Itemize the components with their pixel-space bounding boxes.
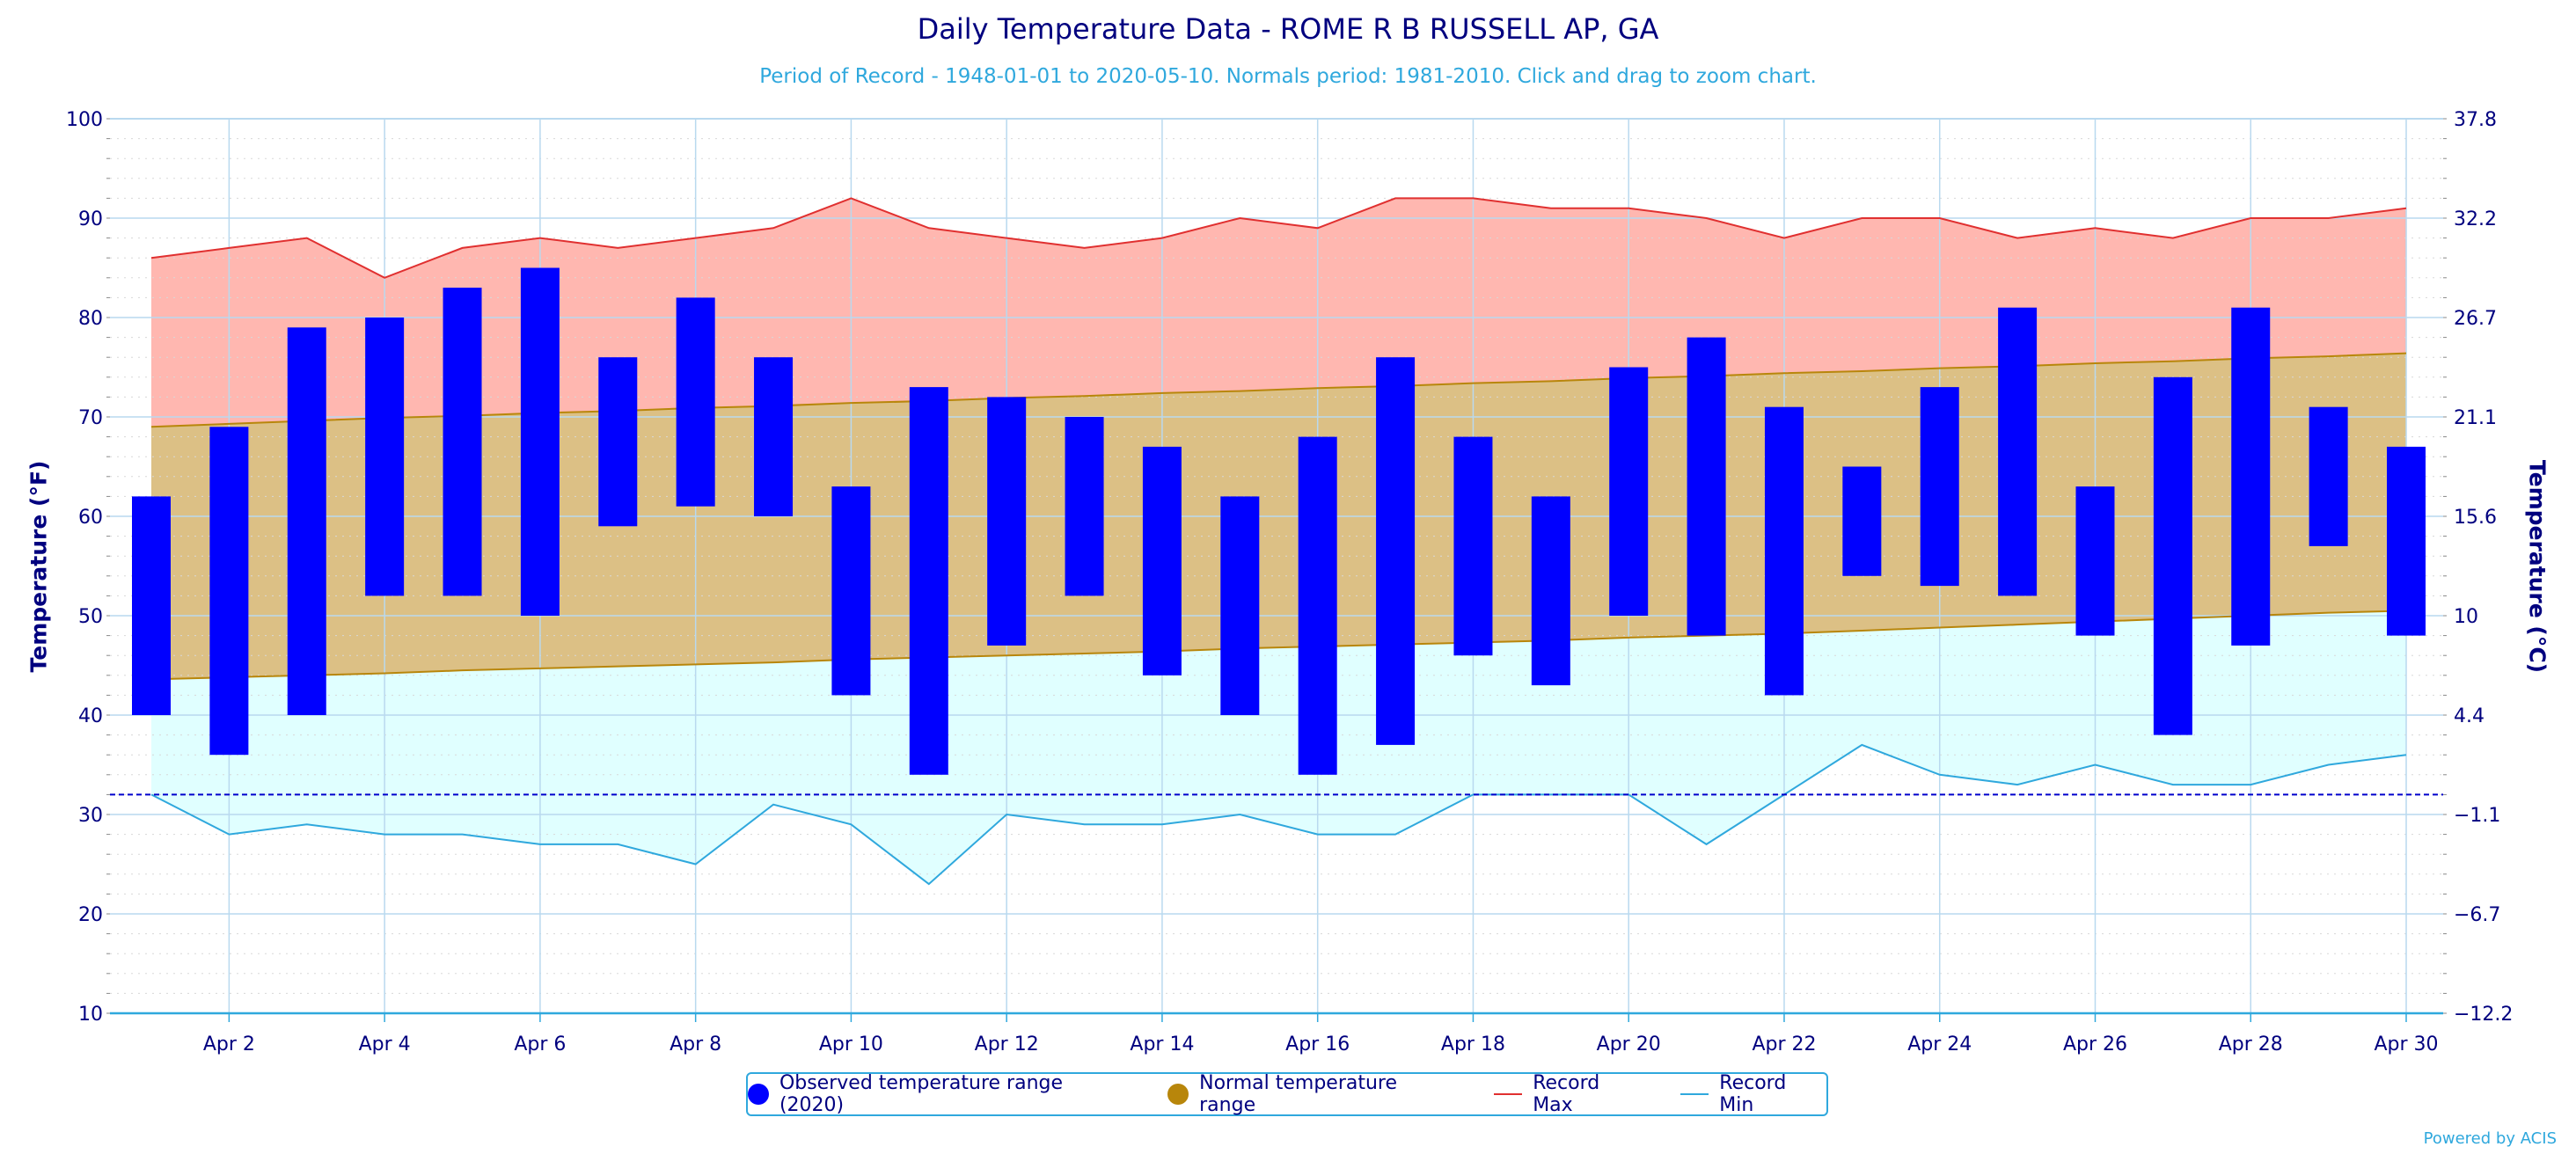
y-tick-label-left: 80 bbox=[78, 308, 103, 330]
observed-range-bar bbox=[1764, 406, 1804, 696]
observed-range-bar bbox=[1998, 307, 2038, 596]
x-tick-label: Apr 30 bbox=[2374, 1033, 2438, 1055]
y-tick-label-left: 30 bbox=[78, 805, 103, 827]
y-tick-label-right: 15.6 bbox=[2454, 507, 2497, 529]
y-tick-label-right: 26.7 bbox=[2454, 308, 2497, 330]
legend-item-record-min[interactable]: Record Min bbox=[1680, 1072, 1826, 1116]
x-tick-label: Apr 10 bbox=[819, 1033, 883, 1055]
y-tick-label-right: 21.1 bbox=[2454, 407, 2497, 429]
observed-range-bar bbox=[287, 327, 326, 715]
x-tick-label: Apr 14 bbox=[1130, 1033, 1194, 1055]
x-tick-label: Apr 16 bbox=[1285, 1033, 1350, 1055]
observed-range-bar bbox=[520, 267, 560, 616]
y-tick-label-left: 90 bbox=[78, 208, 103, 230]
y-tick-label-right: 37.8 bbox=[2454, 109, 2497, 131]
observed-range-bar bbox=[209, 427, 249, 756]
y-tick-label-right: −12.2 bbox=[2454, 1004, 2513, 1026]
record-max-line bbox=[150, 197, 2407, 279]
legend-marker-normal bbox=[1167, 1084, 1189, 1105]
x-tick-label: Apr 24 bbox=[1907, 1033, 1972, 1055]
observed-range-bar bbox=[2309, 406, 2348, 546]
credit-link[interactable]: Powered by ACIS bbox=[2423, 1129, 2557, 1148]
normal-low-line bbox=[150, 610, 2407, 681]
observed-range-bar bbox=[676, 297, 715, 507]
y-tick-label-right: −1.1 bbox=[2454, 805, 2500, 827]
observed-range-bar bbox=[987, 397, 1027, 646]
x-tick-label: Apr 20 bbox=[1597, 1033, 1661, 1055]
x-tick-label: Apr 4 bbox=[359, 1033, 411, 1055]
y-tick-label-right: −6.7 bbox=[2454, 904, 2500, 926]
legend-marker-observed bbox=[748, 1084, 769, 1105]
observed-range-bar bbox=[365, 318, 405, 596]
record-max-area bbox=[151, 198, 2406, 427]
y-tick-label-left: 60 bbox=[78, 507, 103, 529]
observed-range-bar bbox=[1065, 417, 1104, 596]
observed-range-bar bbox=[1920, 387, 1959, 587]
y-tick-label-left: 20 bbox=[78, 904, 103, 926]
x-tick-label: Apr 2 bbox=[203, 1033, 255, 1055]
x-tick-label: Apr 18 bbox=[1441, 1033, 1505, 1055]
y-tick-label-right: 4.4 bbox=[2454, 705, 2485, 727]
record-min-area bbox=[151, 610, 2406, 885]
legend-label-observed: Observed temperature range (2020) bbox=[779, 1072, 1064, 1116]
observed-range-bar bbox=[909, 387, 948, 775]
x-tick-label: Apr 26 bbox=[2063, 1033, 2127, 1055]
x-tick-label: Apr 8 bbox=[670, 1033, 721, 1055]
y-tick-label-left: 10 bbox=[78, 1004, 103, 1026]
legend-label-normal: Normal temperature range bbox=[1199, 1072, 1398, 1116]
y-tick-label-left: 40 bbox=[78, 705, 103, 727]
observed-range-bar bbox=[1142, 446, 1182, 676]
y-tick-label-right: 10 bbox=[2454, 606, 2478, 628]
legend-item-observed[interactable]: Observed temperature range (2020) bbox=[748, 1072, 1132, 1116]
observed-range-bar bbox=[2153, 376, 2192, 735]
x-tick-label: Apr 12 bbox=[975, 1033, 1039, 1055]
observed-range-bar bbox=[2075, 486, 2115, 636]
legend-label-record-min: Record Min bbox=[1719, 1072, 1787, 1116]
observed-range-bar bbox=[443, 288, 482, 596]
chart-legend: Observed temperature range (2020) Normal… bbox=[746, 1072, 1828, 1116]
observed-range-bar bbox=[831, 486, 871, 696]
observed-range-bar bbox=[1531, 496, 1570, 686]
y-tick-label-left: 50 bbox=[78, 606, 103, 628]
observed-range-bar bbox=[598, 357, 638, 527]
observed-range-bar bbox=[2387, 446, 2426, 636]
x-tick-label: Apr 22 bbox=[1752, 1033, 1816, 1055]
observed-range-bar bbox=[1453, 436, 1493, 656]
observed-range-bar bbox=[1687, 337, 1726, 636]
y-tick-label-left: 100 bbox=[66, 109, 103, 131]
observed-range-bar bbox=[132, 496, 171, 715]
observed-range-bar bbox=[1220, 496, 1260, 715]
observed-range-bar bbox=[1609, 367, 1649, 616]
x-tick-label: Apr 6 bbox=[514, 1033, 566, 1055]
legend-marker-record-min bbox=[1680, 1093, 1709, 1095]
legend-item-record-max[interactable]: Record Max bbox=[1494, 1072, 1645, 1116]
chart-title: Daily Temperature Data - ROME R B RUSSEL… bbox=[917, 12, 1659, 46]
x-tick-label: Apr 28 bbox=[2219, 1033, 2283, 1055]
record-min-line bbox=[150, 743, 2407, 886]
observed-range-bar bbox=[754, 357, 794, 516]
y-tick-label-right: 32.2 bbox=[2454, 208, 2497, 230]
chart-subtitle: Period of Record - 1948-01-01 to 2020-05… bbox=[759, 65, 1817, 88]
legend-marker-record-max bbox=[1494, 1093, 1523, 1095]
observed-range-bar bbox=[1298, 436, 1337, 775]
observed-range-bar bbox=[1376, 357, 1416, 745]
observed-range-bar bbox=[1842, 466, 1882, 576]
legend-item-normal[interactable]: Normal temperature range bbox=[1167, 1072, 1459, 1116]
observed-range-bar bbox=[2231, 307, 2271, 646]
legend-label-record-max: Record Max bbox=[1533, 1072, 1600, 1116]
y-tick-label-left: 70 bbox=[78, 407, 103, 429]
